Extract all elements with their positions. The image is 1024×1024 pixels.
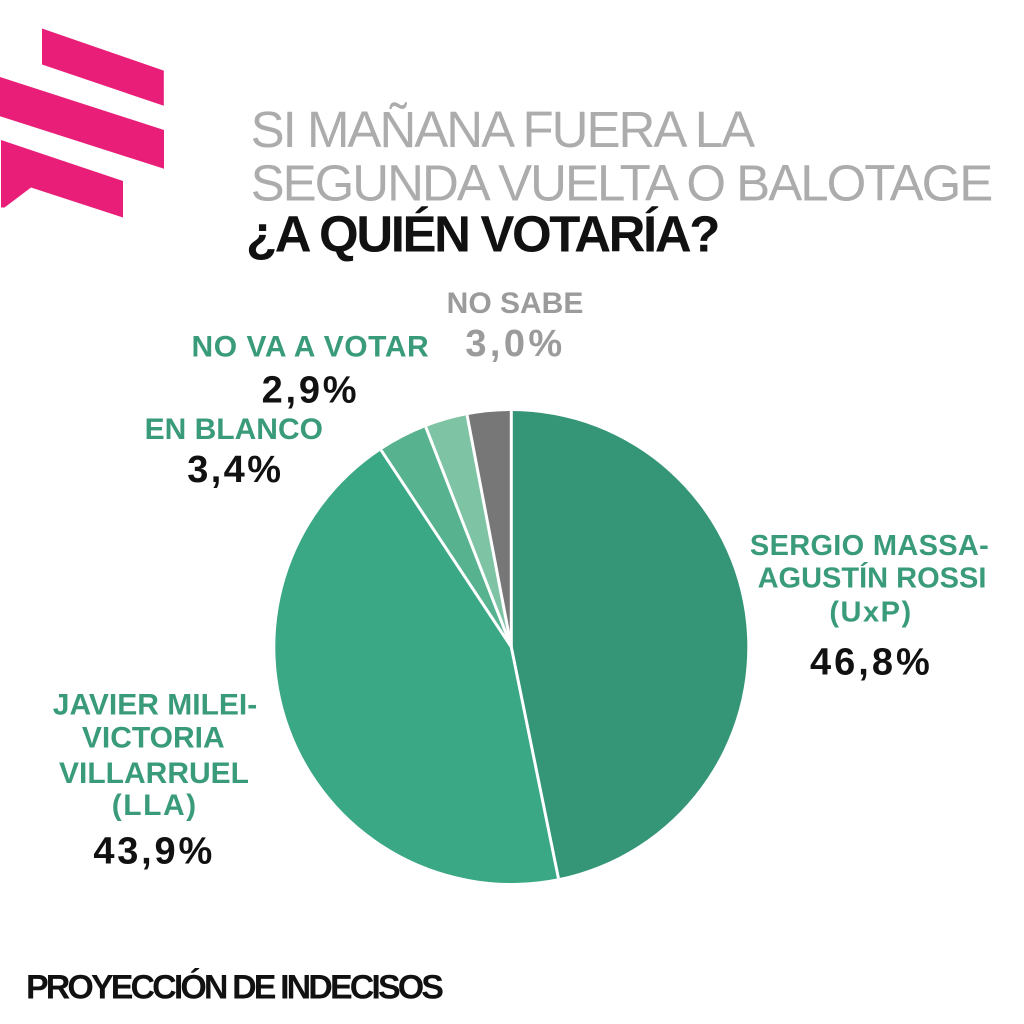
svg-text:PROYECCIÓN DE INDECISOS: PROYECCIÓN DE INDECISOS bbox=[26, 969, 443, 1007]
svg-text:43,9%: 43,9% bbox=[93, 831, 215, 873]
svg-text:SEGUNDA VUELTA O BALOTAGE: SEGUNDA VUELTA O BALOTAGE bbox=[251, 154, 992, 211]
svg-text:VILLARRUEL: VILLARRUEL bbox=[59, 757, 249, 790]
svg-text:NO SABE: NO SABE bbox=[447, 287, 584, 320]
svg-text:VICTORIA: VICTORIA bbox=[82, 722, 225, 755]
svg-text:3,4%: 3,4% bbox=[187, 449, 283, 491]
svg-text:¿A QUIÉN VOTARÍA?: ¿A QUIÉN VOTARÍA? bbox=[246, 205, 718, 262]
svg-text:(LLA): (LLA) bbox=[112, 789, 198, 822]
svg-text:SI MAÑANA FUERA LA: SI MAÑANA FUERA LA bbox=[251, 101, 755, 158]
svg-text:2,9%: 2,9% bbox=[262, 369, 360, 411]
svg-text:NO VA A VOTAR: NO VA A VOTAR bbox=[192, 330, 430, 363]
svg-text:EN BLANCO: EN BLANCO bbox=[145, 413, 323, 446]
svg-text:AGUSTÍN ROSSI: AGUSTÍN ROSSI bbox=[758, 561, 987, 595]
svg-text:JAVIER MILEI-: JAVIER MILEI- bbox=[53, 689, 257, 722]
svg-text:SERGIO MASSA-: SERGIO MASSA- bbox=[750, 530, 989, 562]
svg-text:46,8%: 46,8% bbox=[810, 642, 933, 684]
svg-text:3,0%: 3,0% bbox=[465, 323, 565, 365]
svg-text:(UxP): (UxP) bbox=[829, 597, 912, 629]
